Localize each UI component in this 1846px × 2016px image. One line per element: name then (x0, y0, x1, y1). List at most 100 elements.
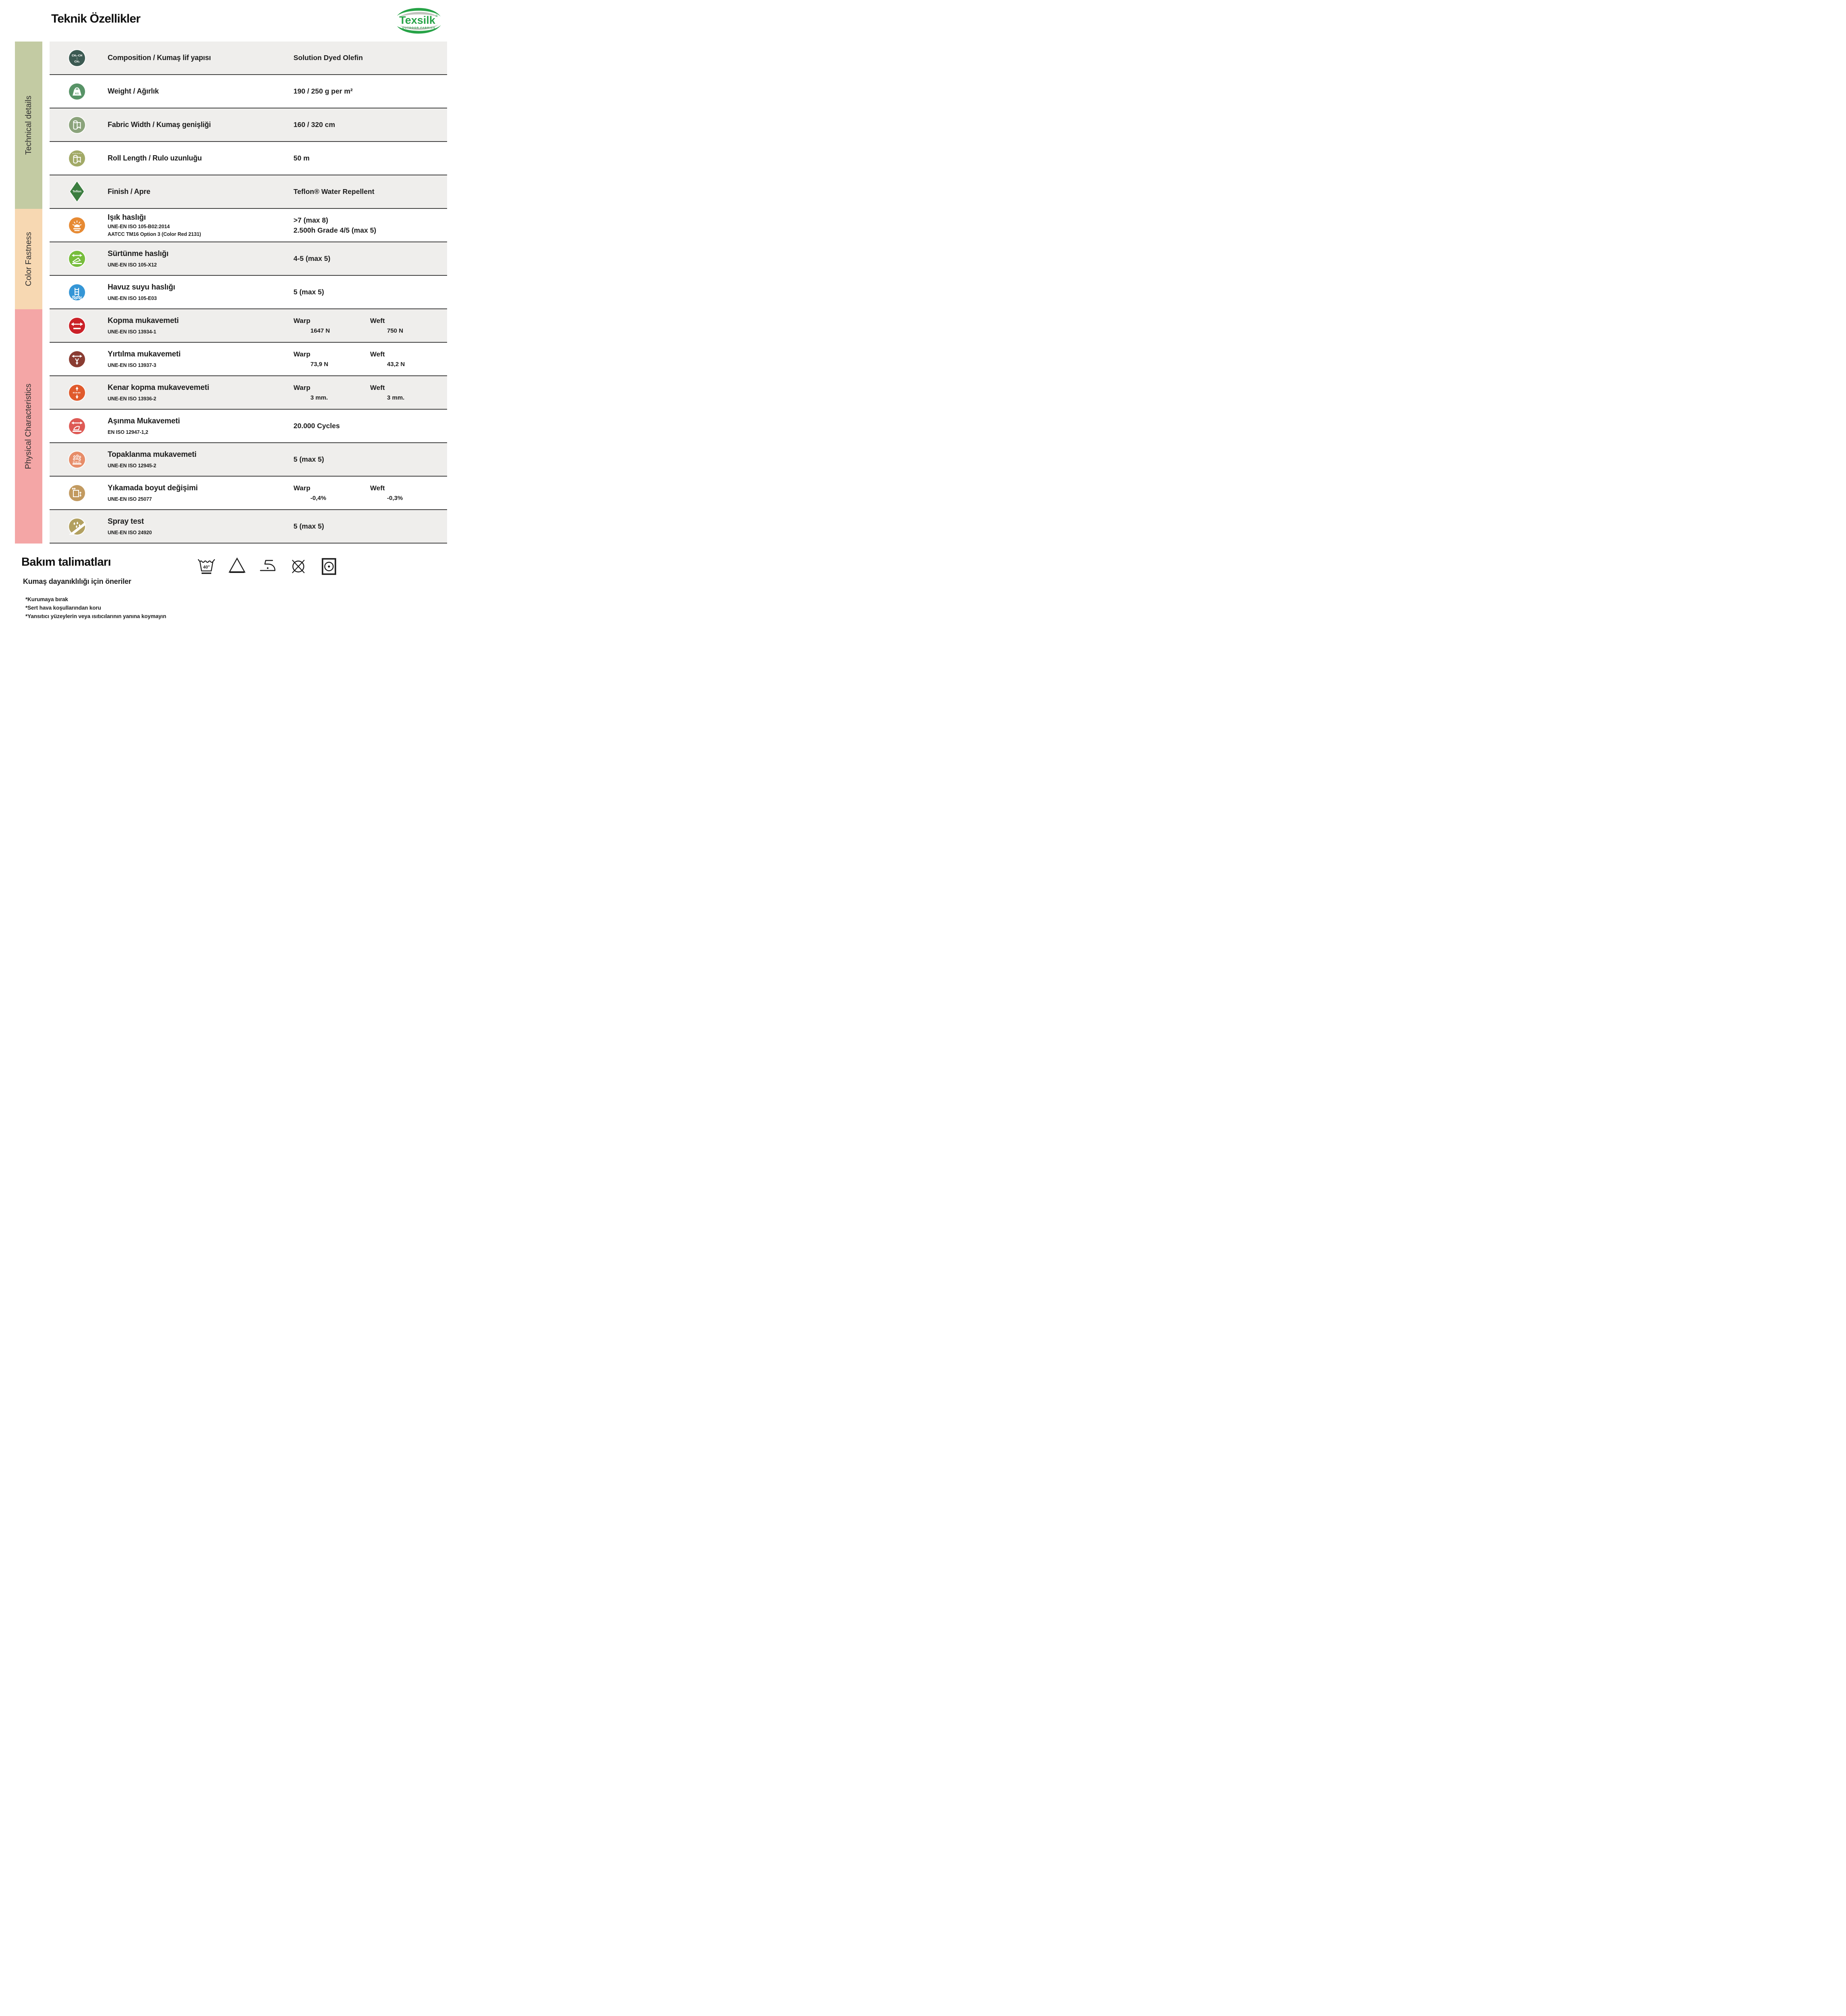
svg-text:KG: KG (75, 93, 79, 95)
row-value: 50 m (293, 154, 310, 162)
section-label: Color Fastness (24, 232, 33, 286)
row-label-tr: Kumaş genişliği (156, 121, 211, 129)
row-value: 4-5 (max 5) (293, 254, 331, 262)
row-label-en: Finish / (108, 187, 133, 196)
care-notes: *Kurumaya bırak *Sert hava koşullarından… (25, 595, 166, 621)
table-row-dimension-change: Yıkamada boyut değişimi UNE-EN ISO 25077… (50, 477, 447, 510)
row-label-tr: Ağırlık (137, 87, 159, 95)
tear-strength-icon (69, 351, 85, 367)
row-iso: UNE-EN ISO 13937-3 (108, 362, 156, 368)
row-label-tr: Spray test (108, 517, 144, 526)
care-symbols: 40° (197, 556, 339, 577)
teflon-icon-text: Teflon (73, 190, 81, 193)
tensile-strength-icon (69, 317, 85, 334)
care-subheading: Kumaş dayanıklılığı için öneriler (23, 577, 131, 585)
row-iso: UNE-EN ISO 13934-1 (108, 329, 156, 335)
pool-water-icon (69, 284, 85, 300)
table-row-light-fastness: Işık haslığı UNE-EN ISO 105-B02:2014 AAT… (50, 209, 447, 242)
weft-header: Weft (370, 317, 385, 325)
rubbing-fastness-icon (69, 250, 85, 267)
row-label-tr: Topaklanma mukavemeti (108, 450, 197, 459)
spec-table: CH₂-CH | CH₃ Composition / Kumaş lif yap… (50, 42, 447, 544)
weft-header: Weft (370, 384, 385, 392)
table-row-composition: CH₂-CH | CH₃ Composition / Kumaş lif yap… (50, 42, 447, 75)
fabric-width-icon (69, 117, 85, 133)
abrasion-icon (69, 418, 85, 434)
svg-text:CH₃: CH₃ (74, 60, 79, 63)
care-note: *Kurumaya bırak (25, 596, 68, 602)
weft-header: Weft (370, 484, 385, 492)
logo-tagline: OUTDOOR FABRICS (402, 27, 436, 29)
table-row-pilling: Topaklanma mukavemeti UNE-EN ISO 12945-2… (50, 443, 447, 477)
row-value-line: 2.500h Grade 4/5 (max 5) (293, 226, 377, 234)
molecule-icon: CH₂-CH | CH₃ (69, 50, 85, 66)
care-note: *Yansıtıcı yüzeylerin veya ısıtıcılarını… (25, 613, 166, 619)
table-row-tensile-strength: Kopma mukavemeti UNE-EN ISO 13934-1 Warp… (50, 309, 447, 343)
row-label-tr: Apre (134, 187, 150, 196)
care-heading: Bakım talimatları (21, 556, 111, 569)
warp-value: 1647 N (310, 327, 330, 334)
row-label-tr: Işık haslığı (108, 213, 146, 222)
section-sidebar: Technical details Color Fastness Physica… (15, 42, 42, 544)
warp-value: 3 mm. (310, 394, 328, 401)
row-label-tr: Havuz suyu haslığı (108, 283, 175, 292)
row-value: 5 (max 5) (293, 288, 324, 296)
table-row-spray-test: Spray test UNE-EN ISO 24920 5 (max 5) (50, 510, 447, 544)
row-iso: EN ISO 12947-1,2 (108, 429, 148, 435)
row-label-tr: Yıkamada boyut değişimi (108, 483, 198, 492)
logo-swoosh-top (397, 8, 441, 17)
section-label: Technical details (24, 96, 33, 155)
row-iso: UNE-EN ISO 105-E03 (108, 295, 157, 301)
table-row-fabric-width: Fabric Width / Kumaş genişliği 160 / 320… (50, 108, 447, 142)
roll-length-icon (69, 150, 85, 167)
light-fastness-icon (69, 217, 85, 233)
row-iso: UNE-EN ISO 105-X12 (108, 262, 157, 268)
warp-value: 73,9 N (310, 361, 329, 368)
warp-header: Warp (293, 384, 310, 392)
row-iso: UNE-EN ISO 25077 (108, 496, 152, 502)
row-label-en: Fabric Width / (108, 121, 155, 129)
row-label-tr: Rulo uzunluğu (152, 154, 202, 162)
row-iso: UNE-EN ISO 105-B02:2014 (108, 223, 170, 229)
table-row-weight: KG Weight / Ağırlık 190 / 250 g per m² (50, 75, 447, 108)
section-label: Physical Characteristics (24, 383, 33, 469)
weft-value: 3 mm. (387, 394, 405, 401)
logo-swoosh-bottom (397, 25, 441, 34)
row-label-tr: Kumaş lif yapısı (157, 54, 211, 62)
weft-header: Weft (370, 350, 385, 358)
spec-sheet: Teknik Özellikler Texsilk ® OUTDOOR FABR… (0, 0, 462, 623)
row-label-tr: Kenar kopma mukavevemeti (108, 383, 209, 392)
logo-reg: ® (435, 14, 438, 18)
teflon-icon: Teflon (69, 180, 85, 202)
row-value: 5 (max 5) (293, 522, 324, 530)
dimension-change-icon (69, 485, 85, 501)
section-color-fastness: Color Fastness (15, 209, 42, 309)
texsilk-logo: Texsilk ® OUTDOOR FABRICS (392, 5, 445, 37)
svg-text:CH₂-CH: CH₂-CH (72, 54, 82, 57)
row-label-tr: Kopma mukavemeti (108, 316, 179, 325)
table-row-abrasion: Aşınma Mukavemeti EN ISO 12947-1,2 20.00… (50, 410, 447, 443)
table-row-pool-water-fastness: Havuz suyu haslığı UNE-EN ISO 105-E03 5 … (50, 276, 447, 309)
weft-value: 750 N (387, 327, 404, 334)
section-technical-details: Technical details (15, 42, 42, 209)
row-label-en: Weight / (108, 87, 135, 95)
row-value: 20.000 Cycles (293, 422, 340, 430)
table-row-tear-strength: Yırtılma mukavemeti UNE-EN ISO 13937-3 W… (50, 343, 447, 376)
warp-header: Warp (293, 317, 310, 325)
table-row-roll-length: Roll Length / Rulo uzunluğu 50 m (50, 142, 447, 175)
page-title: Teknik Özellikler (51, 12, 141, 25)
pilling-icon (69, 451, 85, 468)
weft-value: 43,2 N (387, 361, 405, 368)
bleach-triangle-icon (228, 557, 246, 573)
section-physical-characteristics: Physical Characteristics (15, 309, 42, 544)
row-value: 190 / 250 g per m² (293, 87, 353, 95)
row-value: Solution Dyed Olefin (293, 54, 363, 62)
row-value: Teflon® Water Repellent (293, 187, 375, 196)
row-label-en: Composition / (108, 54, 155, 62)
row-iso: UNE-EN ISO 24920 (108, 529, 152, 535)
iron-low-icon (260, 560, 276, 571)
row-label-tr: Sürtünme haslığı (108, 249, 169, 258)
weft-value: -0,3% (387, 495, 403, 502)
wash-temp-label: 40° (203, 565, 210, 570)
warp-header: Warp (293, 484, 310, 492)
